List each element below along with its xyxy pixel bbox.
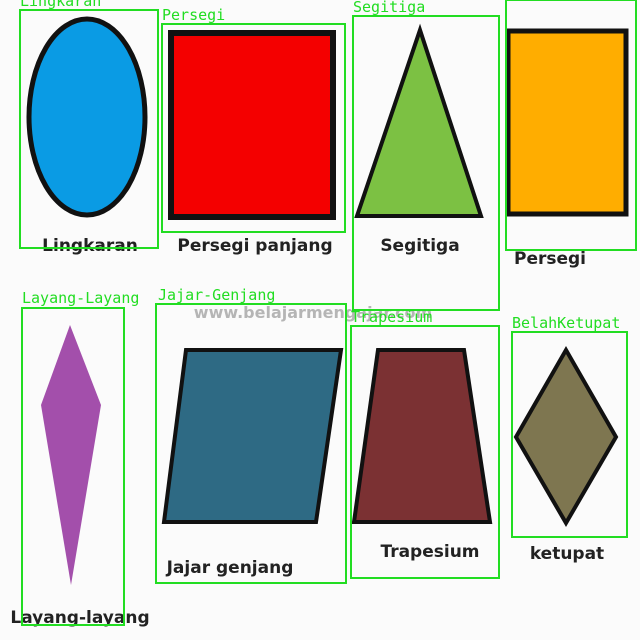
triangle-shape — [354, 23, 484, 218]
detection-label: Layang-Layang — [22, 289, 139, 307]
detection-box — [155, 303, 347, 584]
detection-label: Persegi — [506, 0, 569, 2]
detection-label: Segitiga — [353, 0, 425, 16]
detection-box — [161, 23, 346, 233]
detection-label: Trapesium — [351, 308, 432, 326]
detection-box — [21, 307, 125, 626]
detection-label: BelahKetupat — [512, 314, 620, 332]
detection-label: Jajar-Genjang — [158, 286, 275, 304]
detection-label: Lingkaran — [20, 0, 101, 10]
detection-box — [19, 9, 159, 249]
detection-box — [352, 15, 500, 311]
caption: Layang-layang — [10, 608, 149, 628]
caption: Segitiga — [380, 236, 459, 256]
parallelogram-shape — [161, 348, 344, 524]
caption: ketupat — [530, 544, 604, 564]
caption: Trapesium — [380, 542, 479, 562]
square-shape — [505, 28, 629, 217]
circle-shape — [26, 16, 148, 218]
caption: Persegi panjang — [177, 236, 332, 256]
kite-shape — [41, 325, 101, 585]
rectangle-shape — [168, 30, 336, 220]
caption: Jajar genjang — [166, 558, 294, 578]
detection-label: Persegi — [162, 6, 225, 24]
caption: Persegi — [514, 249, 586, 269]
detection-box — [505, 0, 637, 251]
detection-box — [350, 325, 500, 579]
trapezoid-shape — [351, 348, 493, 524]
watermark: www.belajarmengajar.com — [194, 303, 432, 322]
detection-box — [511, 331, 628, 538]
caption: Lingkaran — [42, 236, 138, 256]
rhombus-shape — [513, 345, 619, 527]
